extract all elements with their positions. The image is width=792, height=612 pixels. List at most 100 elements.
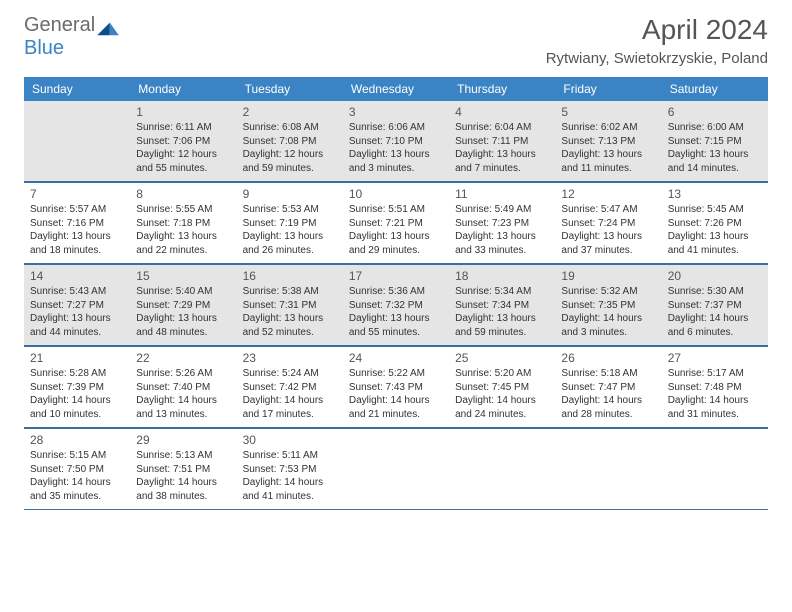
day-line: Sunrise: 5:32 AM: [561, 285, 655, 299]
day-number: 10: [349, 187, 443, 201]
week-row: 28Sunrise: 5:15 AMSunset: 7:50 PMDayligh…: [24, 428, 768, 510]
day-line: Daylight: 13 hours: [243, 230, 337, 244]
week-row: 21Sunrise: 5:28 AMSunset: 7:39 PMDayligh…: [24, 346, 768, 428]
day-cell: 3Sunrise: 6:06 AMSunset: 7:10 PMDaylight…: [343, 101, 449, 181]
dow-cell: Sunday: [24, 77, 130, 101]
title-block: April 2024 Rytwiany, Swietokrzyskie, Pol…: [546, 14, 768, 67]
day-details: Sunrise: 5:32 AMSunset: 7:35 PMDaylight:…: [561, 285, 655, 339]
day-line: Sunset: 7:48 PM: [668, 381, 762, 395]
day-number: 30: [243, 433, 337, 447]
day-details: Sunrise: 5:53 AMSunset: 7:19 PMDaylight:…: [243, 203, 337, 257]
day-number: 26: [561, 351, 655, 365]
day-number: 6: [668, 105, 762, 119]
day-line: Sunrise: 5:47 AM: [561, 203, 655, 217]
day-cell: 9 Sunrise: 5:53 AMSunset: 7:19 PMDaylight…: [237, 183, 343, 263]
day-details: Sunrise: 5:20 AMSunset: 7:45 PMDaylight:…: [455, 367, 549, 421]
day-line: Sunset: 7:35 PM: [561, 299, 655, 313]
day-number: 20: [668, 269, 762, 283]
day-line: Sunset: 7:16 PM: [30, 217, 124, 231]
day-line: Sunrise: 5:40 AM: [136, 285, 230, 299]
day-number: 29: [136, 433, 230, 447]
day-details: Sunrise: 5:28 AMSunset: 7:39 PMDaylight:…: [30, 367, 124, 421]
day-line: Sunrise: 5:26 AM: [136, 367, 230, 381]
day-details: Sunrise: 5:36 AMSunset: 7:32 PMDaylight:…: [349, 285, 443, 339]
day-line: Daylight: 13 hours: [561, 148, 655, 162]
day-number: 3: [349, 105, 443, 119]
day-line: Sunset: 7:15 PM: [668, 135, 762, 149]
day-number: 9: [243, 187, 337, 201]
day-number: 28: [30, 433, 124, 447]
day-line: Daylight: 13 hours: [455, 148, 549, 162]
day-line: Sunset: 7:11 PM: [455, 135, 549, 149]
day-line: and 22 minutes.: [136, 244, 230, 258]
week-row: 7Sunrise: 5:57 AMSunset: 7:16 PMDaylight…: [24, 182, 768, 264]
day-line: Daylight: 14 hours: [243, 394, 337, 408]
day-details: Sunrise: 5:26 AMSunset: 7:40 PMDaylight:…: [136, 367, 230, 421]
day-details: Sunrise: 5:40 AMSunset: 7:29 PMDaylight:…: [136, 285, 230, 339]
dow-cell: Thursday: [449, 77, 555, 101]
day-number: 14: [30, 269, 124, 283]
day-details: Sunrise: 5:45 AMSunset: 7:26 PMDaylight:…: [668, 203, 762, 257]
dow-cell: Monday: [130, 77, 236, 101]
day-line: and 35 minutes.: [30, 490, 124, 504]
day-number: 13: [668, 187, 762, 201]
day-line: Sunrise: 5:13 AM: [136, 449, 230, 463]
day-line: Sunset: 7:40 PM: [136, 381, 230, 395]
day-details: Sunrise: 6:08 AMSunset: 7:08 PMDaylight:…: [243, 121, 337, 175]
day-cell: 18 Sunrise: 5:34 AMSunset: 7:34 PMDayligh…: [449, 265, 555, 345]
day-line: Sunrise: 5:57 AM: [30, 203, 124, 217]
day-line: and 41 minutes.: [668, 244, 762, 258]
day-line: and 55 minutes.: [349, 326, 443, 340]
day-number: 4: [455, 105, 549, 119]
day-line: Sunrise: 5:30 AM: [668, 285, 762, 299]
day-line: and 52 minutes.: [243, 326, 337, 340]
day-cell: 7Sunrise: 5:57 AMSunset: 7:16 PMDaylight…: [24, 183, 130, 263]
day-cell: 11Sunrise: 5:49 AMSunset: 7:23 PMDayligh…: [449, 183, 555, 263]
day-line: and 48 minutes.: [136, 326, 230, 340]
day-details: Sunrise: 5:24 AMSunset: 7:42 PMDaylight:…: [243, 367, 337, 421]
day-line: and 11 minutes.: [561, 162, 655, 176]
day-cell: [555, 429, 661, 509]
day-line: Sunrise: 5:18 AM: [561, 367, 655, 381]
day-details: Sunrise: 5:22 AMSunset: 7:43 PMDaylight:…: [349, 367, 443, 421]
day-cell: [662, 429, 768, 509]
day-of-week-header: SundayMondayTuesdayWednesdayThursdayFrid…: [24, 77, 768, 101]
day-line: Sunset: 7:21 PM: [349, 217, 443, 231]
day-line: and 26 minutes.: [243, 244, 337, 258]
day-line: Daylight: 14 hours: [668, 394, 762, 408]
day-line: Sunset: 7:06 PM: [136, 135, 230, 149]
day-line: Sunset: 7:53 PM: [243, 463, 337, 477]
day-cell: [343, 429, 449, 509]
day-details: Sunrise: 5:43 AMSunset: 7:27 PMDaylight:…: [30, 285, 124, 339]
day-line: and 28 minutes.: [561, 408, 655, 422]
day-number: 16: [243, 269, 337, 283]
day-details: Sunrise: 5:34 AMSunset: 7:34 PMDaylight:…: [455, 285, 549, 339]
day-cell: 22Sunrise: 5:26 AMSunset: 7:40 PMDayligh…: [130, 347, 236, 427]
day-line: and 6 minutes.: [668, 326, 762, 340]
day-details: Sunrise: 5:13 AMSunset: 7:51 PMDaylight:…: [136, 449, 230, 503]
header: GeneralBlue April 2024 Rytwiany, Swietok…: [24, 14, 768, 67]
day-cell: 28Sunrise: 5:15 AMSunset: 7:50 PMDayligh…: [24, 429, 130, 509]
day-line: Sunrise: 6:08 AM: [243, 121, 337, 135]
day-line: Daylight: 14 hours: [561, 312, 655, 326]
day-line: Sunset: 7:32 PM: [349, 299, 443, 313]
day-line: Daylight: 13 hours: [668, 230, 762, 244]
day-cell: [24, 101, 130, 181]
day-number: 18: [455, 269, 549, 283]
calendar-body: 1Sunrise: 6:11 AMSunset: 7:06 PMDaylight…: [24, 101, 768, 510]
day-line: Sunrise: 6:02 AM: [561, 121, 655, 135]
day-line: Sunset: 7:37 PM: [668, 299, 762, 313]
day-line: Daylight: 14 hours: [30, 476, 124, 490]
day-line: Sunset: 7:19 PM: [243, 217, 337, 231]
day-line: and 14 minutes.: [668, 162, 762, 176]
day-line: and 33 minutes.: [455, 244, 549, 258]
logo: GeneralBlue: [24, 14, 119, 60]
day-line: Sunrise: 5:28 AM: [30, 367, 124, 381]
day-cell: 10Sunrise: 5:51 AMSunset: 7:21 PMDayligh…: [343, 183, 449, 263]
day-line: Sunset: 7:10 PM: [349, 135, 443, 149]
day-line: Daylight: 14 hours: [30, 394, 124, 408]
day-cell: 26Sunrise: 5:18 AMSunset: 7:47 PMDayligh…: [555, 347, 661, 427]
day-line: Sunset: 7:51 PM: [136, 463, 230, 477]
day-cell: 21Sunrise: 5:28 AMSunset: 7:39 PMDayligh…: [24, 347, 130, 427]
day-line: Sunset: 7:45 PM: [455, 381, 549, 395]
